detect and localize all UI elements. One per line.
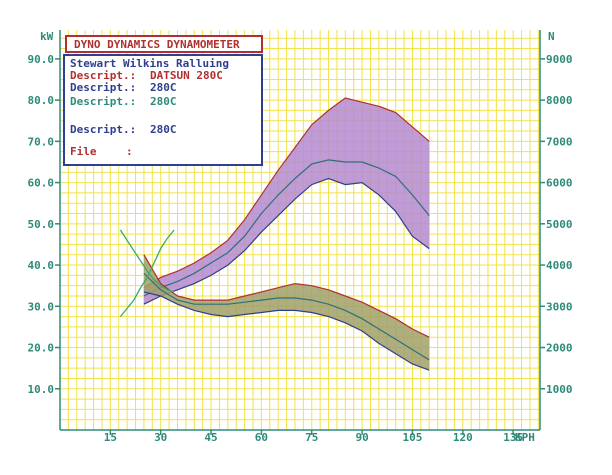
entry-2-label: Descript.: — [70, 81, 136, 94]
right-tick-label: 3000 — [546, 300, 573, 313]
chart-title: DYNO DYNAMICS DYNAMOMETER — [74, 38, 240, 51]
power-band-area — [143, 98, 430, 305]
left-axis-unit: kW — [40, 30, 54, 43]
right-tick-label: 2000 — [546, 342, 573, 355]
file-separator: : — [126, 145, 133, 158]
file-label: File — [70, 145, 97, 158]
power-upper-line — [143, 97, 430, 289]
torque-mean-line — [143, 272, 430, 361]
title-box — [65, 35, 263, 53]
left-tick-label: 80.0 — [28, 94, 55, 107]
torque-lower-line — [143, 291, 430, 371]
description-box — [63, 54, 263, 166]
x-tick-label: 90 — [355, 431, 368, 444]
x-tick-label: 30 — [154, 431, 167, 444]
entry-1-value: DATSUN 280C — [150, 69, 223, 82]
left-tick-label: 50.0 — [28, 218, 55, 231]
x-tick-label: 75 — [305, 431, 318, 444]
entry-3-label: Descript.: — [70, 95, 136, 108]
entry-3-value: 280C — [150, 95, 177, 108]
left-tick-label: 60.0 — [28, 177, 55, 190]
left-tick-label: 40.0 — [28, 259, 55, 272]
left-tick-label: 20.0 — [28, 342, 55, 355]
x-axis-unit: KPH — [515, 431, 535, 444]
right-tick-label: 1000 — [546, 383, 573, 396]
left-tick-label: 10.0 — [28, 383, 55, 396]
left-tick-label: 30.0 — [28, 300, 55, 313]
x-tick-label: 15 — [104, 431, 117, 444]
x-tick-label: 120 — [453, 431, 473, 444]
info-panel: DYNO DYNAMICS DYNAMOMETER Stewart Wilkin… — [63, 35, 263, 166]
x-tick-label: 135 — [503, 431, 523, 444]
subtitle-text: Stewart Wilkins Ralluing — [70, 57, 229, 70]
power-lower-line — [143, 177, 430, 305]
x-tick-label: 45 — [204, 431, 217, 444]
right-tick-label: 7000 — [546, 135, 573, 148]
right-tick-label: 6000 — [546, 177, 573, 190]
curve-bands — [119, 97, 430, 371]
power-mean-line — [143, 159, 430, 297]
torque-upper-line — [143, 254, 430, 338]
entry-4-value: 280C — [150, 123, 177, 136]
right-tick-label: 8000 — [546, 94, 573, 107]
x-tick-label: 60 — [255, 431, 268, 444]
left-tick-label: 70.0 — [28, 135, 55, 148]
torque-band-area — [143, 254, 430, 371]
right-tick-label: 9000 — [546, 53, 573, 66]
low-speed-line-1 — [119, 229, 175, 318]
right-axis-unit: N — [548, 30, 555, 43]
entry-2-value: 280C — [150, 81, 177, 94]
right-tick-label: 5000 — [546, 218, 573, 231]
axes: 10.0 1000 20.0 2000 30.0 3000 40.0 4000 50.0 5000… — [28, 30, 573, 444]
left-tick-label: 90.0 — [28, 53, 55, 66]
x-tick-label: 105 — [403, 431, 423, 444]
right-tick-label: 4000 — [546, 259, 573, 272]
entry-4-label: Descript.: — [70, 123, 136, 136]
entry-1-label: Descript.: — [70, 69, 136, 82]
low-speed-line-2 — [119, 229, 175, 293]
